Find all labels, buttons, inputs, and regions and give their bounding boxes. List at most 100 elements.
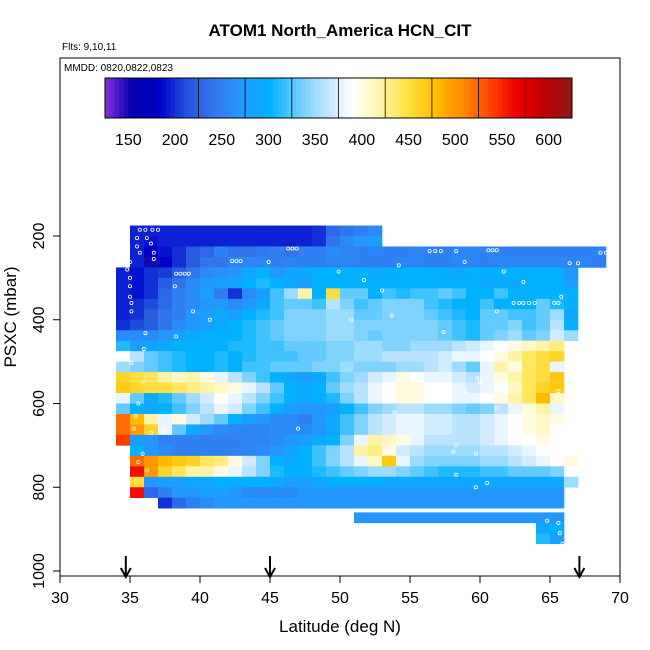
sample-point [494, 309, 499, 314]
colorbar-segment [371, 78, 377, 118]
heatmap-cell [256, 236, 271, 247]
heatmap-cell [536, 413, 551, 425]
heatmap-cell [326, 309, 341, 321]
heatmap-cell [466, 487, 481, 499]
heatmap-cell [228, 497, 243, 509]
heatmap-cell [410, 372, 425, 383]
heatmap-cell [214, 497, 229, 509]
heatmap-cell [424, 267, 439, 279]
heatmap-cell [284, 424, 299, 436]
heatmap-cell [354, 393, 369, 404]
heatmap-cell [116, 330, 131, 341]
heatmap-cell [144, 476, 159, 488]
colorbar-segment [380, 78, 386, 118]
colorbar-segment [473, 78, 479, 118]
heatmap-cell [340, 340, 355, 352]
heatmap-cell [256, 466, 271, 478]
heatmap-cell [396, 393, 411, 404]
heatmap-cell [228, 476, 243, 488]
heatmap-cell [130, 393, 145, 404]
heatmap-cell [144, 487, 159, 499]
heatmap-cell [116, 424, 131, 436]
heatmap-cell [354, 403, 369, 415]
sample-point [132, 426, 137, 431]
colorbar-segment [492, 78, 498, 118]
heatmap-cell [522, 476, 537, 488]
heatmap-cell [158, 288, 173, 300]
heatmap-cell [172, 466, 187, 478]
heatmap-cell [284, 298, 299, 310]
heatmap-cell [438, 512, 453, 524]
heatmap-cell [172, 434, 187, 446]
heatmap-cell [550, 351, 565, 362]
heatmap-cell [228, 309, 243, 321]
heatmap-cell [480, 393, 495, 404]
colorbar-tick-label: 300 [255, 132, 282, 149]
colorbar-tick-label: 600 [535, 132, 562, 149]
heatmap-cell [116, 340, 131, 352]
heatmap-cell [480, 512, 495, 524]
heatmap-cell [382, 487, 397, 499]
heatmap-cell [452, 424, 467, 436]
heatmap-cell [298, 351, 313, 362]
heatmap-cell [396, 445, 411, 457]
heatmap-cell [144, 288, 159, 300]
heatmap-cell [368, 382, 383, 394]
heatmap-cell [256, 476, 271, 488]
heatmap-cell [382, 288, 397, 300]
heatmap-cell [270, 497, 285, 509]
sample-point [134, 236, 139, 241]
heatmap-cell [186, 424, 201, 436]
heatmap-cell [550, 330, 565, 341]
heatmap-cell [382, 256, 397, 268]
heatmap-cell [368, 330, 383, 341]
sample-point [592, 300, 597, 305]
colorbar-segment [249, 78, 255, 118]
colorbar-segment [291, 78, 297, 118]
heatmap-cell [550, 497, 565, 509]
sample-point [475, 376, 480, 381]
heatmap-cell [200, 225, 215, 237]
heatmap-cell [116, 413, 131, 425]
heatmap-cell [438, 267, 453, 279]
heatmap-cell [410, 497, 425, 509]
heatmap-cell [298, 225, 313, 237]
heatmap-cell [200, 340, 215, 352]
flight-arrow [119, 556, 132, 580]
heatmap-cell [326, 236, 341, 247]
heatmap-cell [270, 267, 285, 279]
heatmap-cell [368, 476, 383, 488]
heatmap-cell [368, 445, 383, 457]
heatmap-cell [368, 424, 383, 436]
heatmap-cell [592, 256, 607, 268]
heatmap-cell [354, 361, 369, 373]
heatmap-cell [466, 382, 481, 394]
chart-title: ATOM1 North_America HCN_CIT [209, 21, 473, 40]
heatmap-cell [368, 236, 383, 247]
heatmap-cell [368, 319, 383, 331]
heatmap-cell [256, 393, 271, 404]
heatmap-cell [354, 319, 369, 331]
heatmap-cell [284, 225, 299, 237]
heatmap-cell [130, 434, 145, 446]
heatmap-cell [508, 512, 523, 524]
heatmap-cell [130, 424, 145, 436]
heatmap-cell [298, 455, 313, 467]
heatmap-cell [564, 455, 579, 467]
sample-point [496, 347, 501, 352]
heatmap-cell [298, 476, 313, 488]
sample-point [161, 430, 166, 435]
sample-point [148, 430, 153, 435]
heatmap-cell [508, 288, 523, 300]
y-tick-label: 600 [31, 390, 48, 417]
heatmap-cell [522, 393, 537, 404]
heatmap-cell [298, 434, 313, 446]
heatmap-cell [242, 434, 257, 446]
heatmap-cell [270, 330, 285, 341]
heatmap-cell [494, 424, 509, 436]
sample-point [140, 380, 145, 385]
heatmap-cell [424, 476, 439, 488]
heatmap-cell [494, 319, 509, 331]
heatmap-cell [410, 340, 425, 352]
